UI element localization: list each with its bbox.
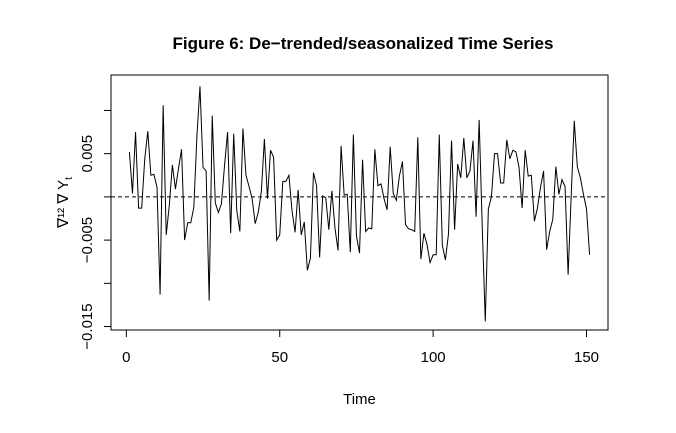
- x-tick-label: 150: [574, 349, 599, 366]
- y-axis: −0.015 −0.005 0.005: [79, 109, 112, 350]
- x-tick-label: 0: [122, 349, 130, 366]
- y-tick-label: 0.005: [79, 135, 96, 173]
- x-axis: 0 50 100 150: [122, 329, 599, 366]
- y-axis-label-subscript: t: [64, 177, 75, 180]
- x-axis-label: Time: [343, 391, 376, 408]
- chart-title: Figure 6: De−trended/seasonalized Time S…: [173, 34, 554, 53]
- x-tick-label: 50: [271, 349, 288, 366]
- y-tick-label: −0.005: [79, 217, 96, 263]
- x-tick-label: 100: [421, 349, 446, 366]
- y-tick-label: −0.015: [79, 303, 96, 349]
- series-layer: [128, 86, 591, 322]
- series-line: [128, 86, 591, 322]
- y-axis-label: ∇¹² ∇ Yt: [55, 177, 75, 229]
- y-axis-label-main: ∇¹² ∇ Y: [55, 180, 72, 229]
